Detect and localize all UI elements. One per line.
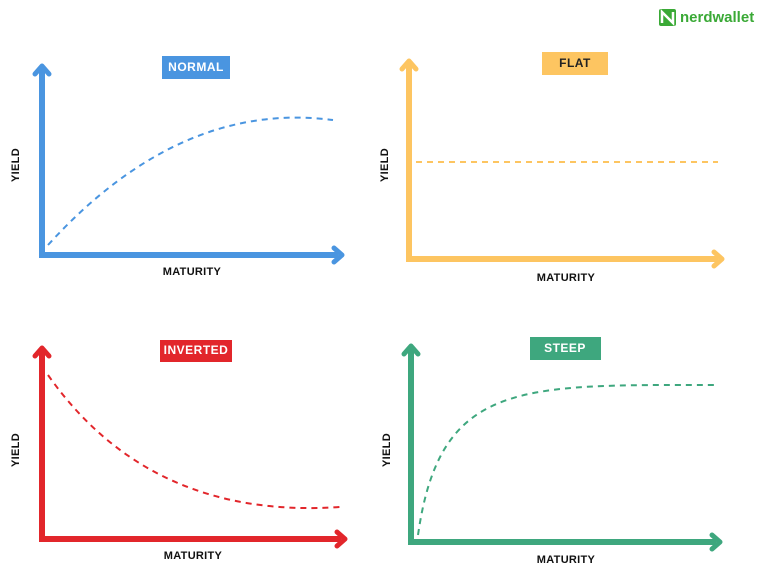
y-label: YIELD (381, 433, 393, 467)
panel-title: NORMAL (168, 60, 224, 74)
arrow-head (399, 58, 419, 72)
arrow-head (401, 343, 421, 357)
axes (408, 348, 716, 545)
arrow-head (711, 249, 725, 269)
x-label: MATURITY (164, 550, 223, 562)
title-box (530, 337, 601, 360)
axes (39, 350, 341, 542)
axes (406, 63, 718, 262)
panel-title: FLAT (559, 56, 591, 70)
curve (417, 383, 717, 536)
brand-name: nerdwallet (680, 9, 754, 26)
panel-flat: FLAT YIELD MATURITY (379, 52, 725, 284)
curve (47, 374, 341, 509)
y-label: YIELD (10, 148, 22, 182)
x-label: MATURITY (163, 266, 222, 278)
x-label: MATURITY (537, 272, 596, 284)
panel-title: STEEP (544, 341, 586, 355)
panel-title: INVERTED (164, 343, 229, 357)
arrow-head (32, 63, 52, 77)
arrow-head (709, 532, 723, 552)
axes (39, 68, 338, 258)
arrow-head (32, 345, 52, 359)
panel-steep: STEEP YIELD MATURITY (381, 337, 723, 566)
title-box (160, 340, 232, 362)
logo-n (660, 8, 675, 27)
x-label: MATURITY (537, 554, 596, 566)
y-label: YIELD (10, 433, 22, 467)
arrow-head (334, 529, 348, 549)
title-box (162, 56, 230, 79)
y-label: YIELD (379, 148, 391, 182)
panel-inverted: INVERTED YIELD MATURITY (10, 340, 348, 562)
arrow-head (331, 245, 345, 265)
curve (47, 116, 334, 246)
title-box (542, 52, 608, 75)
panel-normal: NORMAL YIELD MATURITY (10, 56, 345, 278)
logo: nerdwallet (659, 8, 754, 27)
